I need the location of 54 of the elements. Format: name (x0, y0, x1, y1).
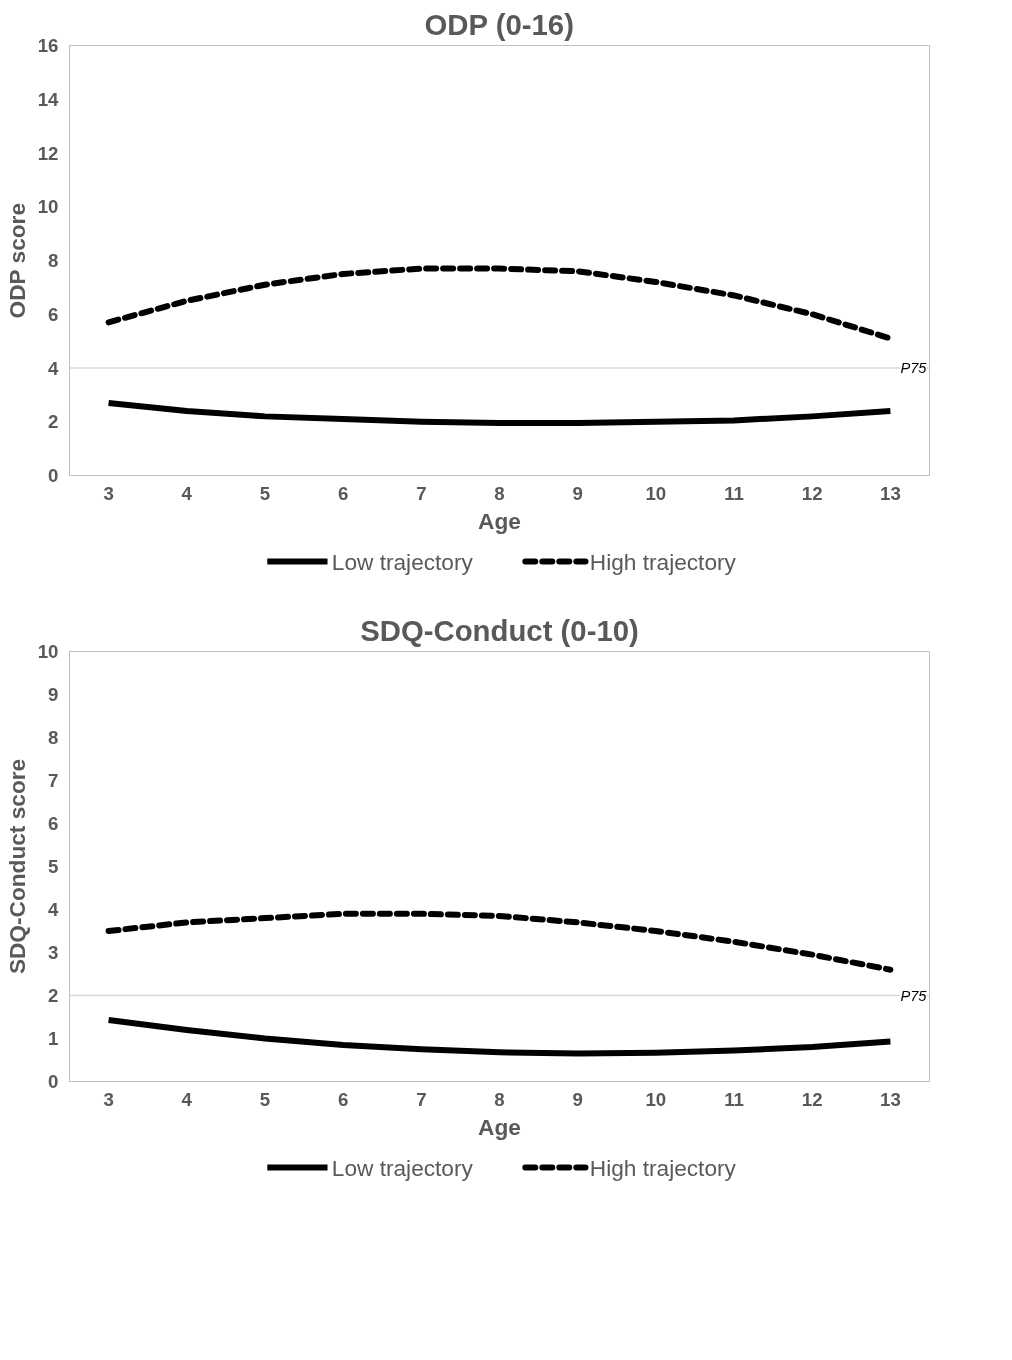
y-tick-label: 16 (37, 35, 59, 56)
y-tick-label: 0 (48, 465, 59, 486)
y-tick-label: 4 (48, 357, 60, 379)
legend-label: Low trajectory (331, 1154, 474, 1181)
ref-line-label: P75 (900, 360, 928, 376)
y-tick-label: 14 (37, 88, 60, 110)
x-tick-label: 5 (259, 1088, 271, 1110)
x-tick-label: 3 (103, 482, 114, 504)
legend-label: High trajectory (589, 548, 737, 575)
x-tick-label: 11 (724, 482, 744, 504)
y-tick-label: 2 (48, 985, 59, 1006)
ref-line-label: P75 (900, 987, 928, 1004)
x-axis-title: Age (478, 507, 521, 534)
y-tick-label: 5 (48, 856, 59, 877)
x-tick-label: 6 (337, 482, 349, 504)
chart-title: SDQ-Conduct (0-10) (360, 613, 639, 647)
x-tick-label: 10 (645, 1088, 667, 1110)
x-tick-label: 13 (880, 482, 901, 504)
y-tick-label: 2 (48, 411, 59, 433)
y-tick-label: 3 (48, 942, 59, 963)
y-axis-title: ODP score (3, 202, 30, 319)
y-tick-label: 8 (48, 727, 59, 748)
legend-label: Low trajectory (331, 548, 474, 575)
x-tick-label: 7 (416, 1088, 427, 1110)
x-tick-label: 5 (259, 482, 271, 504)
x-tick-label: 4 (181, 1088, 193, 1110)
x-tick-label: 6 (337, 1088, 349, 1110)
x-tick-label: 12 (801, 1088, 823, 1110)
x-tick-label: 3 (103, 1088, 114, 1110)
x-tick-label: 12 (801, 482, 823, 504)
y-tick-label: 8 (48, 250, 59, 271)
y-tick-label: 12 (37, 142, 59, 164)
x-tick-label: 4 (181, 482, 193, 504)
y-tick-label: 4 (48, 899, 60, 920)
x-tick-label: 8 (494, 1088, 505, 1110)
y-tick-label: 10 (37, 641, 59, 662)
y-tick-label: 6 (48, 303, 59, 325)
y-tick-label: 1 (48, 1028, 59, 1049)
x-tick-label: 7 (416, 482, 427, 504)
legend-label: High trajectory (589, 1154, 737, 1181)
x-tick-label: 8 (494, 482, 505, 504)
y-tick-label: 10 (37, 196, 59, 218)
x-tick-label: 9 (572, 482, 583, 504)
y-tick-label: 6 (48, 813, 59, 834)
y-tick-label: 9 (48, 684, 59, 705)
x-tick-label: 10 (645, 482, 667, 504)
x-axis-title: Age (478, 1113, 521, 1140)
y-tick-label: 7 (48, 770, 59, 791)
x-tick-label: 11 (724, 1088, 744, 1110)
y-tick-label: 0 (48, 1071, 59, 1092)
y-axis-title: SDQ-Conduct score (3, 758, 30, 975)
x-tick-label: 13 (880, 1088, 901, 1110)
chart-title: ODP (0-16) (424, 7, 574, 41)
x-tick-label: 9 (572, 1088, 583, 1110)
